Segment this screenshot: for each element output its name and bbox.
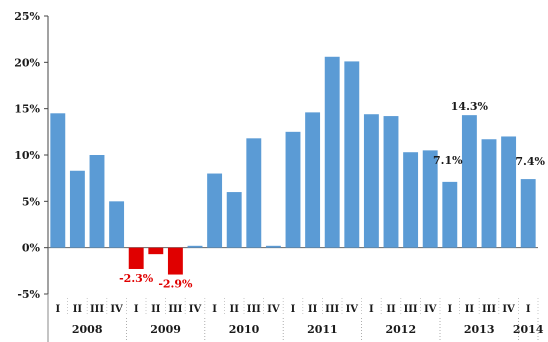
quarter-label: II (386, 304, 396, 315)
year-label: 2013 (464, 323, 495, 336)
quarter-label: I (447, 304, 452, 315)
bar (305, 112, 321, 248)
quarter-label: I (369, 304, 374, 315)
quarter-label: III (168, 304, 182, 315)
quarter-label: I (212, 304, 217, 315)
chart-axes: -5% 0% 5% 10% 15% 20% 25% (14, 10, 538, 301)
y-tick-label: 20% (14, 56, 40, 69)
y-tick-label: 15% (14, 103, 40, 116)
quarter-label: IV (502, 304, 515, 315)
bar (187, 245, 203, 248)
quarter-label: I (55, 304, 60, 315)
year-label: 2008 (72, 323, 103, 336)
quarter-label: III (482, 304, 496, 315)
year-label: 2014 (513, 323, 544, 336)
quarter-label: III (90, 304, 104, 315)
data-label: -2.3% (119, 272, 154, 285)
bar (50, 113, 66, 248)
bar (167, 247, 183, 275)
bar (324, 56, 340, 248)
quarter-label: IV (424, 304, 437, 315)
quarter-label: IV (189, 304, 202, 315)
quarter-label: I (291, 304, 296, 315)
quarter-label: III (325, 304, 339, 315)
bar (207, 173, 223, 248)
data-label: 7.4% (515, 155, 545, 168)
bar (128, 247, 144, 269)
data-label: 7.1% (433, 154, 463, 167)
bar (265, 245, 281, 248)
bar (226, 192, 242, 248)
quarter-label: II (151, 304, 161, 315)
bar (148, 247, 164, 255)
y-tick-label: 10% (14, 149, 40, 162)
bar (422, 150, 438, 248)
quarter-label: III (404, 304, 418, 315)
data-label: -2.9% (158, 278, 193, 291)
bar (520, 179, 536, 248)
y-tick-label: -5% (17, 288, 40, 301)
chart-bars (50, 56, 536, 275)
quarter-label: IV (346, 304, 359, 315)
chart-data-labels: -2.3% -2.9% 7.1% 14.3% 7.4% (119, 100, 545, 290)
bar (403, 152, 419, 248)
bar (363, 114, 379, 248)
bar (501, 136, 517, 248)
bar (285, 131, 301, 248)
year-label: 2010 (229, 323, 260, 336)
year-label: 2012 (385, 323, 416, 336)
quarter-label: I (134, 304, 139, 315)
bar (89, 155, 105, 248)
quarter-label: II (73, 304, 83, 315)
bar (442, 181, 458, 248)
bar (344, 61, 360, 248)
quarter-label: IV (110, 304, 123, 315)
y-tick-label: 0% (22, 242, 41, 255)
y-tick-label: 25% (14, 10, 40, 23)
bar (461, 115, 477, 248)
quarter-label: II (465, 304, 475, 315)
year-label: 2011 (307, 323, 338, 336)
quarter-label: IV (267, 304, 280, 315)
bar (246, 138, 262, 248)
quarter-label: II (308, 304, 318, 315)
quarter-label: I (526, 304, 531, 315)
bar (69, 170, 85, 248)
bar (109, 201, 125, 248)
bar (481, 139, 497, 248)
quarter-label: III (247, 304, 261, 315)
y-tick-label: 5% (22, 195, 41, 208)
bar (383, 116, 399, 248)
quarter-label: II (230, 304, 240, 315)
year-label: 2009 (150, 323, 181, 336)
data-label: 14.3% (451, 100, 489, 113)
